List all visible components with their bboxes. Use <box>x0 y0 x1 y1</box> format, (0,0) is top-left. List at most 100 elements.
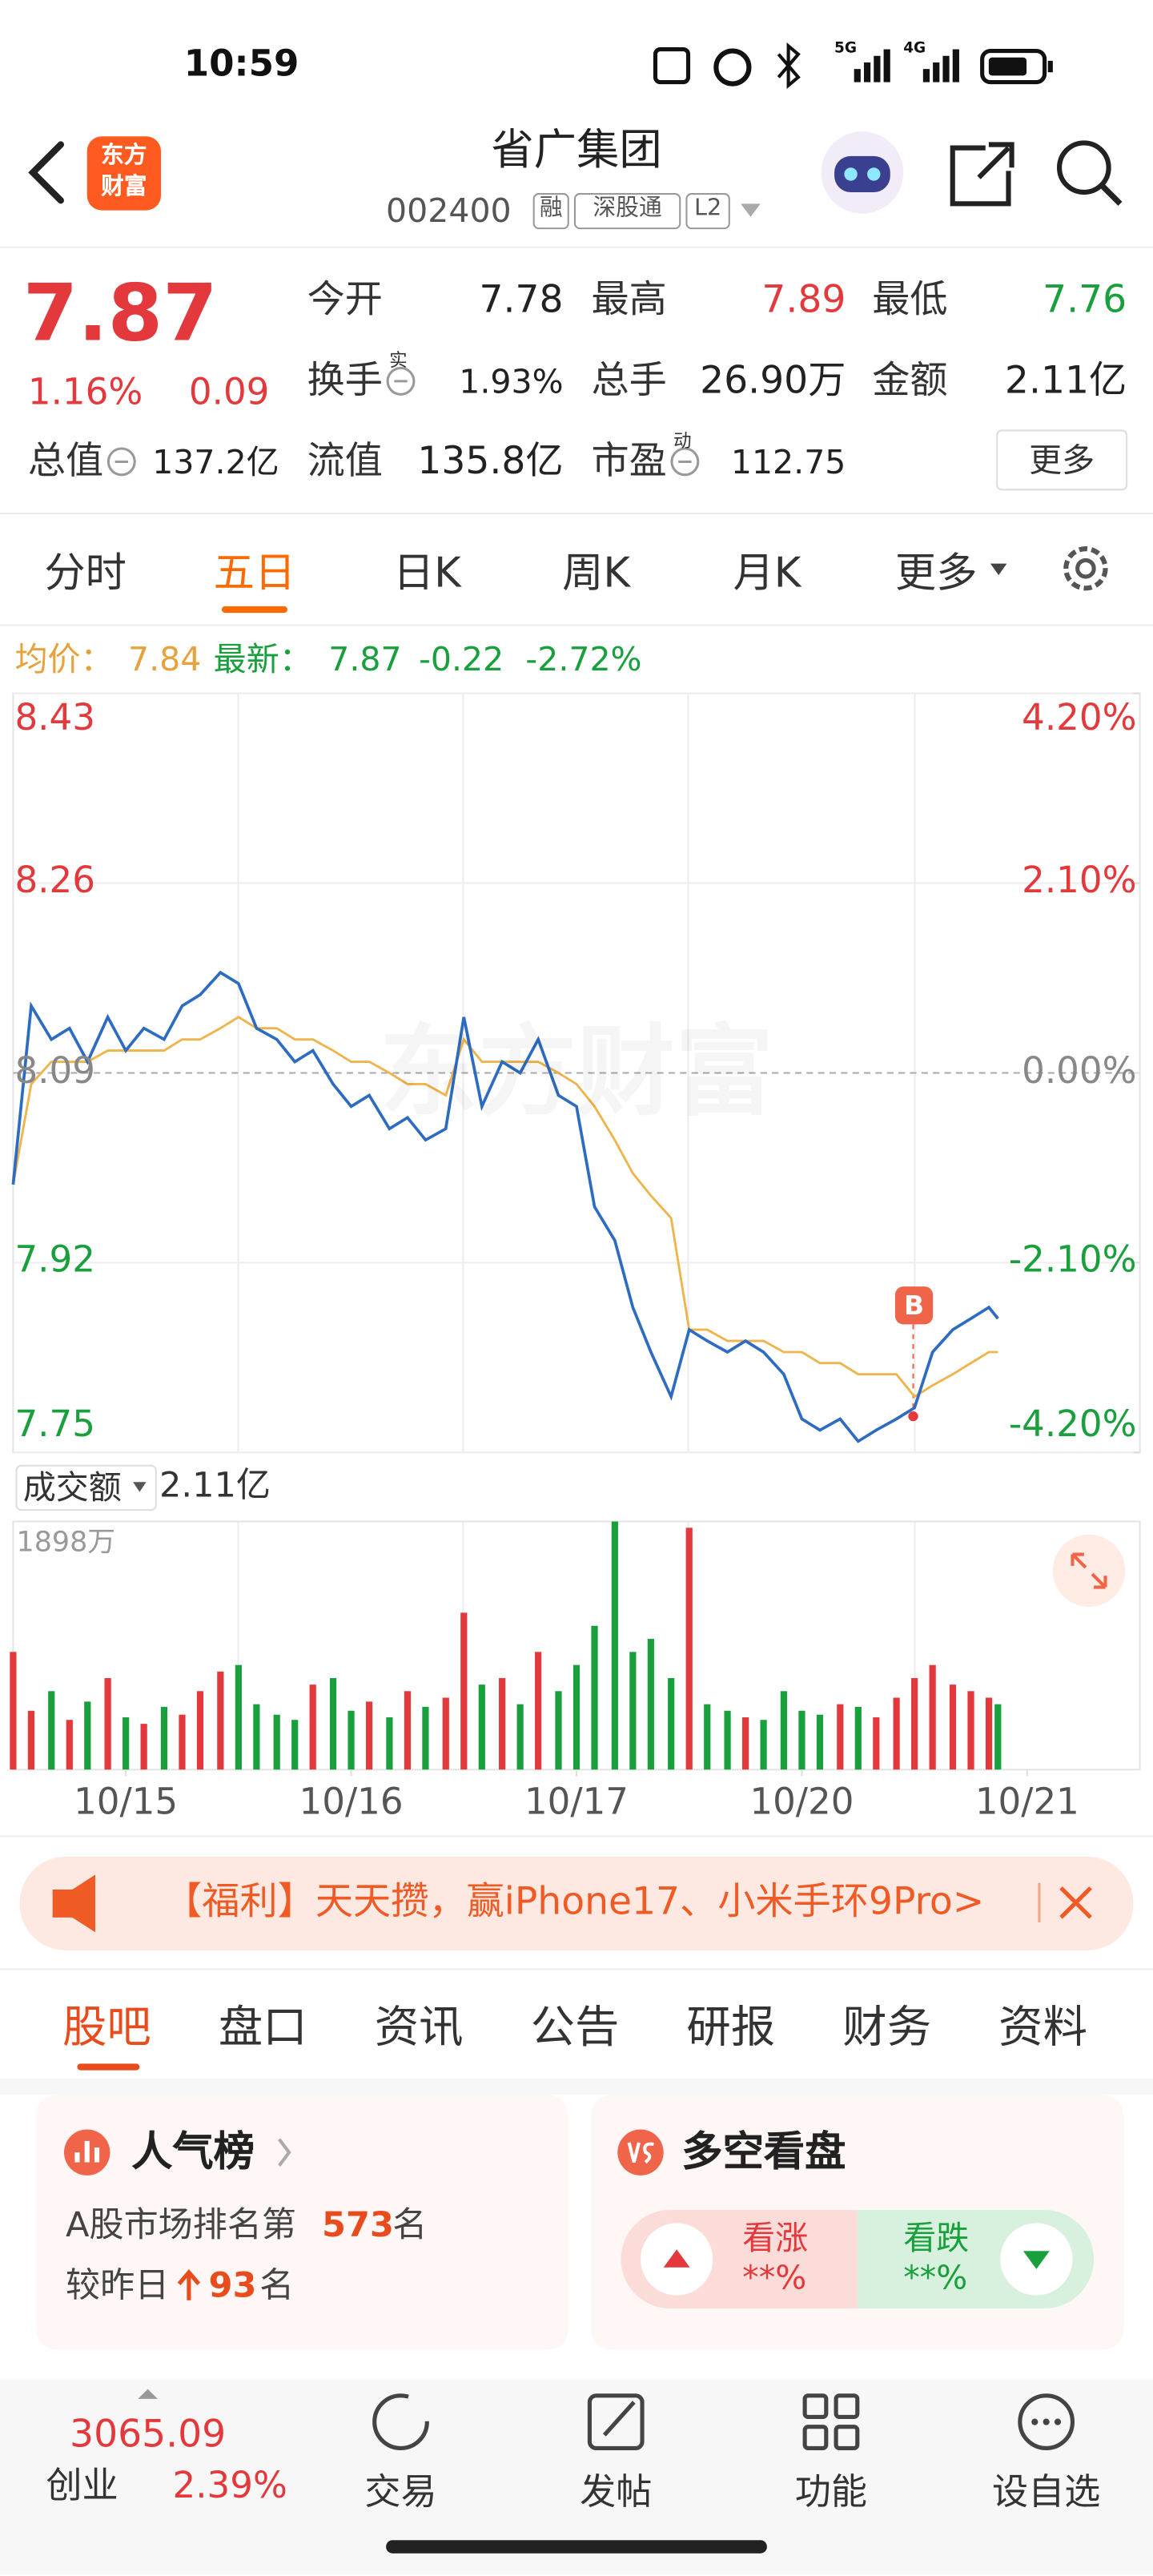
stat-label: 换手 <box>307 360 383 403</box>
x-tick-label: 10/17 <box>524 1781 629 1824</box>
banner[interactable] <box>19 1856 1134 1950</box>
section-tab[interactable]: 资讯 <box>374 2002 464 2055</box>
volume-bar <box>478 1684 485 1770</box>
stat-value: 1.93% <box>459 361 564 401</box>
volume-bar <box>611 1521 618 1770</box>
tag: 深股通 <box>593 195 662 223</box>
volume-bar <box>140 1724 147 1770</box>
y-tick-label: 7.75 <box>14 1404 95 1446</box>
close-button[interactable] <box>1059 1886 1092 1919</box>
y-tick-label: 8.26 <box>14 861 95 903</box>
volume-bar <box>48 1691 55 1770</box>
share-button[interactable] <box>950 142 1014 207</box>
section-underline <box>77 2063 140 2071</box>
change-percent: 1.16% <box>27 372 143 414</box>
post-icon[interactable] <box>587 2393 645 2450</box>
chart-tab[interactable]: 日K <box>392 548 461 596</box>
volume-bar <box>179 1714 186 1770</box>
function-icon[interactable] <box>802 2393 860 2450</box>
volume-bar <box>647 1639 654 1770</box>
more-button[interactable]: 更多 <box>1029 440 1095 480</box>
y-tick-label: 8.09 <box>14 1050 95 1093</box>
card-title: 人气榜 <box>131 2127 255 2175</box>
nav-item[interactable]: 功能 <box>794 2472 868 2514</box>
section-tab[interactable]: 研报 <box>686 2002 776 2055</box>
nav-item[interactable]: 设自选 <box>991 2472 1101 2514</box>
stat-value: 7.76 <box>1043 279 1127 322</box>
volume-dropdown[interactable] <box>15 1464 157 1511</box>
volume-bar <box>798 1710 805 1770</box>
divider <box>0 1835 1153 1837</box>
x-tick-label: 10/16 <box>299 1781 404 1824</box>
divider <box>0 512 1153 515</box>
dots <box>1031 2418 1062 2425</box>
y-tick-label: 8.43 <box>14 697 95 739</box>
tag: 融 <box>539 195 563 223</box>
stat-value: 137.2亿 <box>152 441 279 482</box>
stat-label: 总手 <box>591 360 667 403</box>
dropdown-arrow[interactable] <box>741 203 761 217</box>
avatar-eye <box>844 167 858 181</box>
section-tab[interactable]: 股吧 <box>62 2002 151 2055</box>
y-tick-label: 7.92 <box>14 1240 95 1282</box>
volume-bar <box>535 1652 542 1770</box>
section-tab[interactable]: 盘口 <box>218 2002 307 2055</box>
bluetooth-icon <box>777 42 801 90</box>
section-tab[interactable]: 财务 <box>842 2002 932 2055</box>
section-tab[interactable]: 资料 <box>998 2002 1087 2055</box>
search-button[interactable] <box>1056 140 1111 195</box>
gap <box>0 2078 1153 2095</box>
battery-icon <box>980 49 1047 85</box>
stat-label: 最高 <box>591 279 667 322</box>
change: 0.09 <box>188 372 270 414</box>
chart-tab[interactable]: 月K <box>733 548 801 596</box>
chart-tab[interactable]: 五日 <box>213 548 296 596</box>
nfc-icon <box>653 46 691 85</box>
vs-icon <box>617 2129 664 2176</box>
expand-button[interactable] <box>1052 1534 1126 1608</box>
back-button[interactable] <box>28 141 64 204</box>
section-tab[interactable]: 公告 <box>530 2002 620 2055</box>
volume-bar <box>348 1710 355 1770</box>
volume-bar <box>460 1612 468 1770</box>
marker-dot <box>908 1411 918 1422</box>
volume-bar <box>516 1704 524 1770</box>
volume-bar <box>273 1714 280 1770</box>
settings-button[interactable] <box>1063 546 1108 591</box>
latest-change: -0.22 <box>419 638 504 679</box>
banner-divider <box>1038 1882 1041 1922</box>
volume-bar <box>235 1664 242 1770</box>
volume-bar <box>309 1684 316 1770</box>
volume-bar <box>404 1691 412 1770</box>
price: 7.87 <box>22 268 218 361</box>
banner-text[interactable]: 【福利】天天攒，赢iPhone17、小米手环9Pro> <box>164 1881 985 1924</box>
chart-tab[interactable]: 分时 <box>44 548 127 596</box>
chart-tab[interactable]: 更多 <box>894 548 978 596</box>
trade-icon[interactable] <box>372 2393 429 2450</box>
latest-change-percent: -2.72% <box>525 638 642 679</box>
volume-bar <box>854 1706 862 1770</box>
nav-item[interactable]: 交易 <box>364 2472 437 2514</box>
average-line <box>11 1016 998 1399</box>
volume-bar <box>291 1720 299 1770</box>
latest-label: 最新： <box>213 638 312 679</box>
tag-box <box>685 193 730 230</box>
volume-bar <box>253 1704 260 1770</box>
index-toggle[interactable] <box>138 2389 158 2399</box>
volume-bar <box>104 1677 111 1770</box>
volume-bar <box>629 1652 637 1770</box>
chart-tab[interactable]: 周K <box>562 548 631 596</box>
volume-bar <box>837 1704 844 1770</box>
popularity-card[interactable] <box>36 2095 568 2350</box>
buy-marker[interactable] <box>894 1286 934 1325</box>
stat-value: 2.11亿 <box>1004 360 1127 403</box>
nav-item[interactable]: 发帖 <box>580 2472 653 2514</box>
index-value: 3065.09 <box>70 2413 227 2457</box>
volume-label[interactable]: 成交额 <box>22 1467 122 1507</box>
watchlist-icon[interactable] <box>1018 2393 1075 2450</box>
dropdown-arrow <box>133 1482 147 1492</box>
stat-label: 流值 <box>307 440 383 483</box>
down-arrow <box>1022 2251 1050 2269</box>
more-button[interactable] <box>996 429 1128 491</box>
